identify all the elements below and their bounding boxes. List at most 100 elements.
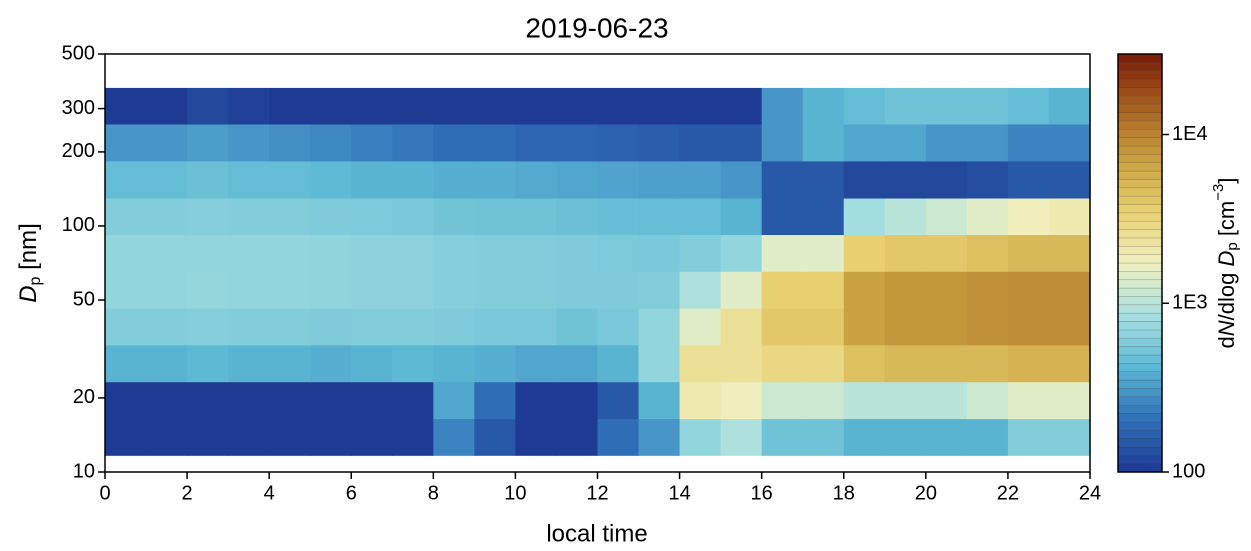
cb-label-part: p	[1224, 242, 1241, 250]
heatmap-cell	[105, 271, 147, 309]
x-tick-label: 24	[1079, 482, 1101, 504]
heatmap-cell	[351, 344, 393, 383]
heatmap-cell	[597, 234, 640, 272]
heatmap-cell	[269, 160, 311, 199]
heatmap-cell	[474, 87, 517, 125]
colorbar-band	[1117, 112, 1163, 122]
heatmap-cell	[269, 271, 311, 309]
colorbar-band	[1117, 396, 1163, 406]
colorbar-tick-label: 1E3	[1172, 292, 1208, 314]
heatmap-cell	[884, 418, 927, 456]
x-tick-label: 14	[668, 482, 690, 504]
colorbar-band	[1117, 204, 1163, 214]
heatmap-cell	[720, 418, 763, 456]
heatmap-cell	[1007, 87, 1050, 125]
heatmap-cell	[556, 197, 599, 236]
heatmap-cell	[515, 123, 558, 162]
heatmap-cell	[228, 87, 270, 125]
heatmap-cell	[310, 160, 352, 199]
heatmap-cell	[966, 87, 1009, 125]
heatmap-cell	[597, 308, 640, 346]
heatmap-cell	[556, 234, 599, 272]
heatmap-cell	[310, 271, 352, 309]
heatmap-cell	[925, 344, 968, 383]
heatmap-cell	[966, 197, 1009, 236]
heatmap-cell	[105, 234, 147, 272]
heatmap-cell	[1007, 234, 1050, 272]
heatmap-cell	[884, 381, 927, 420]
colorbar-band	[1117, 179, 1163, 189]
heatmap-cell	[351, 381, 393, 420]
heatmap-cell	[1007, 271, 1050, 309]
colorbar-band	[1117, 246, 1163, 255]
heatmap-cell	[187, 271, 229, 309]
x-tick-label: 20	[915, 482, 937, 504]
heatmap-cell	[925, 308, 968, 346]
colorbar-band	[1117, 379, 1163, 389]
heatmap-cell	[515, 271, 558, 309]
heatmap-cell	[1048, 344, 1091, 383]
heatmap-cell	[1048, 123, 1091, 162]
heatmap-cell	[187, 160, 229, 199]
heatmap-cell	[679, 418, 722, 456]
heatmap-cell	[146, 197, 188, 236]
colorbar-band	[1117, 120, 1163, 130]
heatmap-cell	[146, 308, 188, 346]
colorbar-tick-label: 1E4	[1172, 123, 1208, 145]
heatmap-cell	[884, 197, 927, 236]
heatmap-cell	[269, 308, 311, 346]
heatmap-cell	[474, 123, 517, 162]
x-tick-label: 8	[428, 482, 439, 504]
heatmap-cell	[884, 87, 927, 125]
heatmap-cell	[679, 344, 722, 383]
heatmap-cell	[679, 197, 722, 236]
heatmap-cell	[228, 123, 270, 162]
heatmap-cell	[720, 197, 763, 236]
y-tick-label: 100	[62, 214, 95, 236]
heatmap-cell	[1007, 123, 1050, 162]
heatmap-cell	[433, 271, 475, 309]
chart-title: 2019-06-23	[525, 12, 668, 43]
colorbar-band	[1117, 237, 1163, 247]
colorbar-band	[1117, 262, 1163, 272]
colorbar-band	[1117, 103, 1163, 113]
heatmap-cell	[925, 87, 968, 125]
cb-label-part: −3	[1210, 184, 1227, 201]
heatmap-cell	[884, 271, 927, 309]
heatmap-cell	[720, 160, 763, 199]
heatmap-cell	[392, 87, 434, 125]
heatmap-cell	[433, 344, 475, 383]
heatmap-cell	[474, 234, 517, 272]
heatmap-cell	[597, 418, 640, 456]
cb-label-part: [cm	[1214, 201, 1239, 243]
colorbar-band	[1117, 145, 1163, 155]
heatmap-cell	[269, 87, 311, 125]
heatmap-cell	[269, 418, 311, 456]
heatmap-cell	[433, 123, 475, 162]
colorbar-band	[1117, 212, 1163, 222]
y-label-symbol: D	[15, 285, 42, 302]
heatmap-cell	[269, 344, 311, 383]
heatmap-cell	[515, 308, 558, 346]
x-tick-label: 2	[182, 482, 193, 504]
heatmap-cell	[228, 271, 270, 309]
heatmap-cell	[351, 123, 393, 162]
colorbar-band	[1117, 363, 1163, 372]
heatmap-cell	[802, 271, 845, 309]
colorbar-band	[1117, 312, 1163, 322]
heatmap-cell	[392, 160, 434, 199]
heatmap-cell	[105, 381, 147, 420]
heatmap-cell	[105, 344, 147, 383]
heatmap-cell	[105, 160, 147, 199]
heatmap-cell	[351, 418, 393, 456]
heatmap-cell	[802, 381, 845, 420]
y-tick-label: 10	[73, 460, 95, 482]
heatmap-cell	[556, 344, 599, 383]
heatmap-cell	[597, 87, 640, 125]
heatmap-cell	[761, 381, 804, 420]
heatmap-cell	[925, 271, 968, 309]
heatmap-cell	[843, 87, 886, 125]
colorbar-band	[1117, 429, 1163, 439]
colorbar-band	[1117, 404, 1163, 414]
